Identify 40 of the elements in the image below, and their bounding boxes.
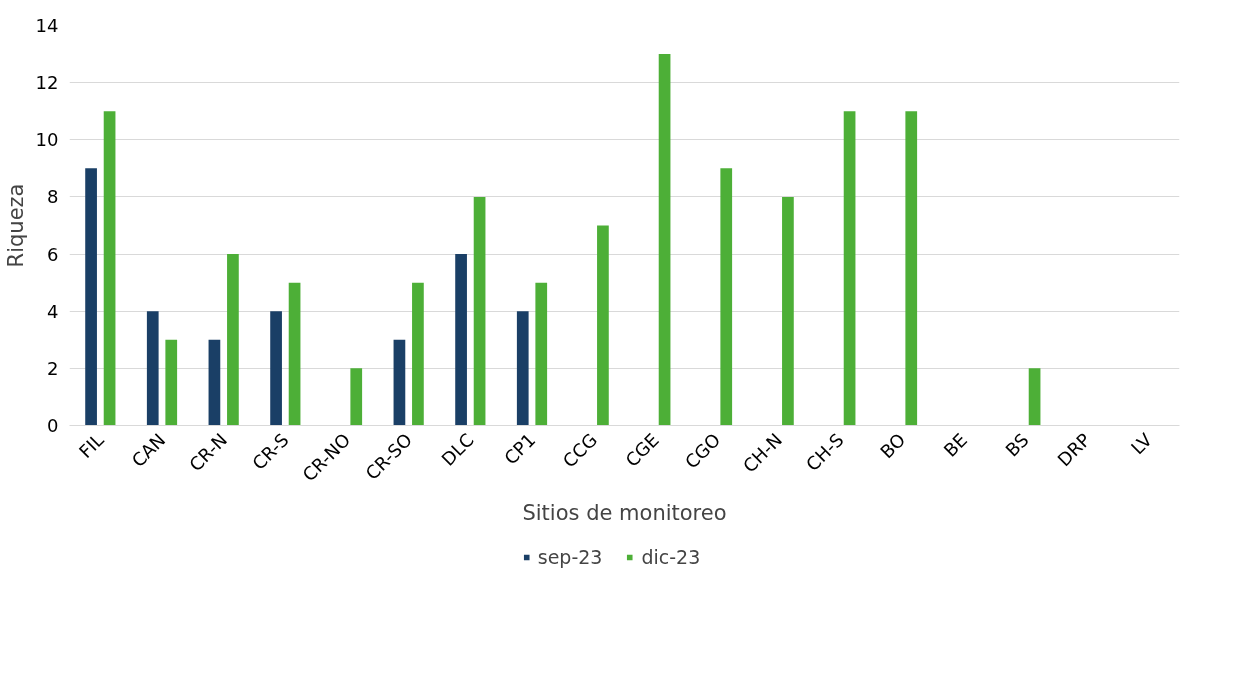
y-tick-label: 4: [47, 300, 59, 322]
x-axis-title: Sitios de monitoreo: [522, 500, 727, 525]
bar: [165, 339, 178, 426]
y-tick-label: 0: [47, 415, 59, 436]
bar: [782, 196, 794, 426]
bar: [288, 282, 301, 426]
bar: [535, 282, 548, 426]
bar: [905, 111, 918, 426]
x-tick-label: BS: [1001, 429, 1033, 461]
bar: [473, 196, 486, 426]
bar: [658, 54, 671, 426]
bar: [208, 339, 221, 426]
x-tick-label: LV: [1126, 428, 1157, 459]
bar: [270, 311, 282, 426]
y-tick-label: 14: [35, 15, 59, 36]
x-tick-label: FIL: [74, 429, 108, 463]
bar: [350, 368, 363, 426]
y-tick-label: 10: [35, 129, 59, 151]
bar: [146, 311, 159, 426]
x-tick-label: BE: [939, 429, 972, 461]
y-tick-label: 12: [35, 72, 59, 94]
bar: [85, 168, 97, 426]
x-tick-label: BO: [876, 429, 910, 463]
y-tick-label: 8: [47, 186, 59, 208]
legend-label: sep-23: [537, 546, 603, 568]
bar: [412, 282, 424, 426]
y-tick-label: 6: [47, 243, 59, 265]
y-axis-title: Riqueza: [3, 183, 28, 268]
y-tick-label: 2: [47, 357, 59, 379]
bar: [393, 339, 406, 426]
legend-label: dic-23: [641, 546, 701, 568]
bar: [843, 111, 856, 426]
x-tick-label: CP1: [499, 429, 540, 469]
bar: [455, 254, 467, 426]
bar: [516, 311, 529, 426]
bar: [227, 254, 239, 426]
bar: [597, 225, 609, 426]
bar: [103, 111, 116, 426]
bar: [1028, 368, 1041, 426]
bar: [720, 168, 733, 426]
